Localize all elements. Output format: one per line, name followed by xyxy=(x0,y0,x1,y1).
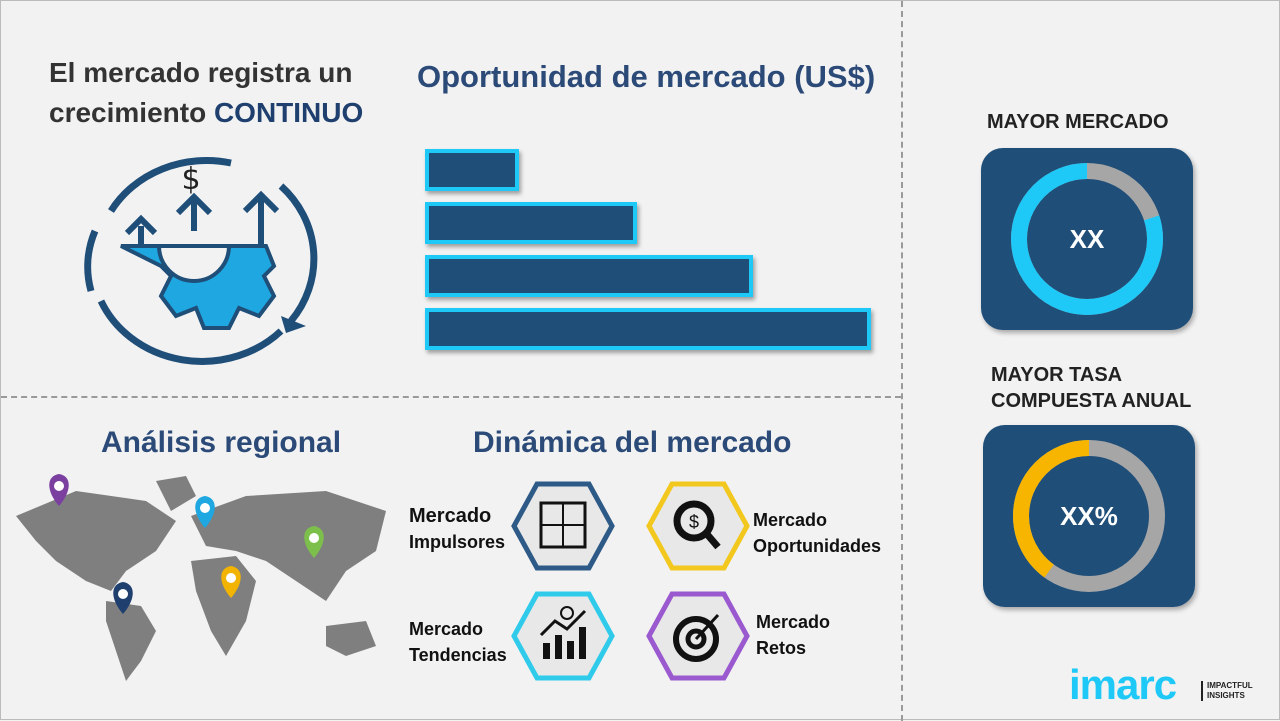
horizontal-divider xyxy=(1,396,901,398)
drivers-hex xyxy=(511,481,615,571)
headline-emphasis: CONTINUO xyxy=(213,97,364,128)
cagr-title: MAYOR TASA COMPUESTA ANUAL xyxy=(991,364,1192,412)
cagr-donut xyxy=(1013,440,1165,592)
largest-market-value: XX xyxy=(1069,223,1105,254)
opportunity-bar-1 xyxy=(425,149,519,191)
chart-growth-icon xyxy=(539,606,587,659)
target-icon xyxy=(673,613,720,662)
donut-fill xyxy=(1013,440,1165,592)
challenges-label: Mercado Retos xyxy=(756,612,831,658)
opportunity-bar-4 xyxy=(425,308,871,350)
opportunities-hex: $ xyxy=(646,481,750,571)
pin-purple xyxy=(49,474,69,506)
svg-text:$: $ xyxy=(181,162,200,197)
location-pins xyxy=(49,474,324,614)
magnifier-dollar-icon: $ xyxy=(673,500,721,550)
opportunity-title: Oportunidad de mercado (US$) xyxy=(417,59,876,94)
logo-tagline: IMPACTFUL INSIGHTS xyxy=(1201,681,1253,701)
headline: El mercado registra un crecimiento CONTI… xyxy=(49,53,363,133)
largest-market-donut xyxy=(1011,163,1163,315)
headline-line1: El mercado registra un xyxy=(49,57,353,88)
opportunity-bar-2 xyxy=(425,202,637,244)
drivers-label: Mercado Impulsores xyxy=(409,505,506,552)
challenges-hex xyxy=(646,591,750,681)
dynamics-title: Dinámica del mercado xyxy=(473,426,792,459)
opportunity-bar-3 xyxy=(425,255,753,297)
opportunities-label: Mercado Oportunidades xyxy=(753,510,882,556)
cagr-card: XX% xyxy=(983,425,1195,607)
largest-market-card: XX xyxy=(981,148,1193,330)
imarc-logo: imarc xyxy=(1069,661,1177,708)
donut-fill xyxy=(1011,163,1163,315)
trends-label: Mercado Tendencias xyxy=(409,619,507,665)
cagr-value: XX% xyxy=(1060,500,1118,531)
regional-title: Análisis regional xyxy=(101,426,342,459)
largest-market-title: MAYOR MERCADO xyxy=(987,111,1169,133)
growth-gear-icon: $ xyxy=(84,157,318,365)
trends-hex xyxy=(511,591,615,681)
svg-text:$: $ xyxy=(689,512,699,532)
headline-line2: crecimiento xyxy=(49,97,214,128)
vertical-divider xyxy=(901,1,903,721)
